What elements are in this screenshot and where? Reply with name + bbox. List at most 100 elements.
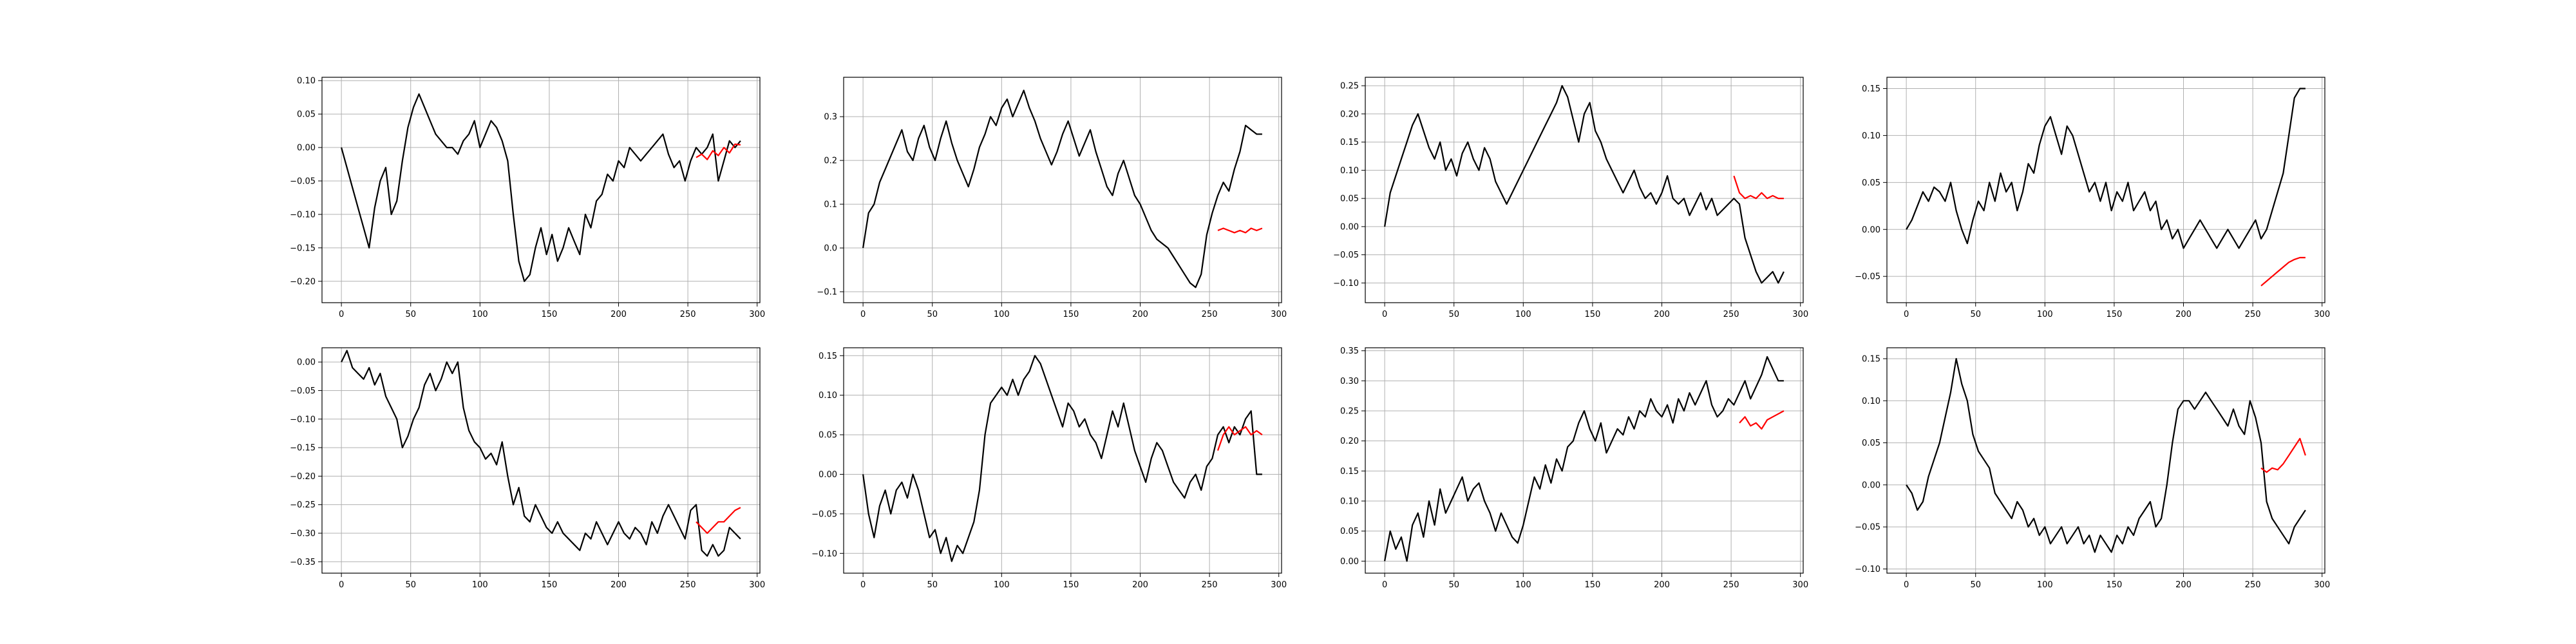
y-tick-label: 0.15 bbox=[1340, 138, 1359, 147]
x-tick-label: 250 bbox=[680, 310, 696, 319]
y-tick-label: −0.10 bbox=[1333, 279, 1359, 289]
x-tick-label: 0 bbox=[1382, 580, 1387, 590]
series-line-actual bbox=[1384, 355, 1784, 562]
x-tick-label: 200 bbox=[611, 580, 627, 590]
x-tick-label: 200 bbox=[1132, 310, 1148, 319]
y-tick-label: −0.15 bbox=[290, 243, 316, 253]
x-tick-label: 200 bbox=[2175, 310, 2192, 319]
y-tick-label: −0.05 bbox=[1855, 523, 1880, 533]
y-tick-label: −0.05 bbox=[811, 509, 837, 519]
y-tick-label: 0.05 bbox=[1340, 527, 1359, 536]
x-tick-label: 50 bbox=[927, 580, 938, 590]
x-tick-label: 50 bbox=[1970, 580, 1981, 590]
x-tick-label: 200 bbox=[1132, 580, 1148, 590]
x-tick-label: 150 bbox=[541, 580, 557, 590]
axes-frame bbox=[1365, 77, 1804, 303]
x-tick-label: 0 bbox=[860, 580, 866, 590]
x-tick-label: 0 bbox=[339, 580, 344, 590]
axes-frame bbox=[1886, 77, 2325, 303]
y-tick-label: 0.00 bbox=[1340, 557, 1359, 567]
x-tick-label: 200 bbox=[1654, 580, 1670, 590]
y-tick-label: 0.10 bbox=[297, 77, 316, 86]
x-tick-label: 150 bbox=[2106, 580, 2122, 590]
y-tick-label: 0.10 bbox=[1862, 397, 1880, 406]
y-tick-label: 0.25 bbox=[1340, 407, 1359, 417]
x-tick-label: 300 bbox=[1792, 580, 1808, 590]
y-tick-label: −0.20 bbox=[290, 472, 316, 482]
series-line-actual bbox=[1384, 85, 1785, 284]
series-line-forecast bbox=[696, 507, 741, 535]
series-line-actual bbox=[1906, 88, 2306, 249]
x-tick-label: 250 bbox=[2245, 580, 2261, 590]
y-tick-label: −0.10 bbox=[1855, 565, 1880, 574]
x-tick-label: 100 bbox=[1515, 310, 1531, 319]
y-tick-label: 0.15 bbox=[1862, 84, 1880, 94]
axes-frame bbox=[321, 77, 761, 303]
subplot-2: 0 50 100 150 200 250 300 −0.1 0.0 0.1 0.2 0.3 bbox=[817, 77, 1287, 319]
axes-frame bbox=[321, 347, 761, 574]
x-tick-label: 0 bbox=[1904, 310, 1909, 319]
y-tick-label: 0.1 bbox=[824, 200, 837, 210]
axes-frame bbox=[843, 347, 1282, 574]
x-tick-label: 300 bbox=[2314, 580, 2330, 590]
x-tick-label: 0 bbox=[1382, 310, 1387, 319]
x-tick-label: 100 bbox=[2037, 310, 2053, 319]
y-tick-label: −0.05 bbox=[1333, 251, 1359, 260]
x-tick-label: 50 bbox=[405, 310, 416, 319]
y-tick-label: 0.15 bbox=[1862, 354, 1880, 364]
y-tick-label: −0.10 bbox=[290, 415, 316, 424]
series-line-forecast bbox=[1739, 410, 1785, 430]
x-tick-label: 250 bbox=[2245, 310, 2261, 319]
series-line-actual bbox=[341, 93, 741, 282]
x-tick-label: 100 bbox=[472, 580, 488, 590]
y-tick-label: −0.10 bbox=[290, 210, 316, 220]
y-tick-label: −0.30 bbox=[290, 529, 316, 538]
x-tick-label: 150 bbox=[2106, 310, 2122, 319]
x-tick-label: 150 bbox=[1584, 310, 1600, 319]
y-tick-label: 0.00 bbox=[1862, 480, 1880, 490]
x-tick-label: 100 bbox=[994, 310, 1010, 319]
x-tick-label: 100 bbox=[994, 580, 1010, 590]
y-tick-label: −0.1 bbox=[817, 288, 837, 298]
x-tick-label: 0 bbox=[339, 310, 344, 319]
subplot-8: 0 50 100 150 200 250 300 −0.10 −0.05 0.00 0.05 0.10… bbox=[1855, 347, 2330, 590]
x-tick-label: 50 bbox=[927, 310, 938, 319]
x-tick-label: 250 bbox=[1723, 580, 1739, 590]
x-tick-label: 300 bbox=[749, 310, 765, 319]
y-tick-label: 0.3 bbox=[824, 113, 837, 122]
y-tick-label: −0.05 bbox=[290, 386, 316, 396]
y-tick-label: −0.35 bbox=[290, 558, 316, 567]
x-tick-label: 50 bbox=[405, 580, 416, 590]
y-tick-label: 0.05 bbox=[1862, 178, 1880, 188]
x-tick-label: 250 bbox=[1202, 580, 1218, 590]
x-tick-label: 300 bbox=[2314, 310, 2330, 319]
x-tick-label: 150 bbox=[541, 310, 557, 319]
y-tick-label: 0.10 bbox=[1340, 166, 1359, 176]
y-tick-label: 0.20 bbox=[1340, 109, 1359, 119]
series-line-forecast bbox=[1217, 426, 1263, 451]
x-tick-label: 50 bbox=[1448, 580, 1459, 590]
y-tick-label: 0.00 bbox=[297, 144, 316, 153]
series-line-forecast bbox=[2260, 437, 2306, 473]
x-tick-label: 0 bbox=[860, 310, 866, 319]
y-tick-label: 0.35 bbox=[1340, 346, 1359, 356]
y-tick-label: 0.25 bbox=[1340, 82, 1359, 91]
x-tick-label: 300 bbox=[749, 580, 765, 590]
subplot-7: 0 50 100 150 200 250 300 0.00 0.05 0.10 0.15 0.20 0.… bbox=[1340, 346, 1808, 590]
y-tick-label: 0.05 bbox=[1862, 439, 1880, 448]
y-tick-label: −0.05 bbox=[290, 176, 316, 186]
subplot-5: 0 50 100 150 200 250 300 −0.35 −0.30 −0.25 −0.20 −0… bbox=[290, 347, 765, 590]
axes-frame bbox=[1365, 347, 1804, 574]
y-tick-label: −0.10 bbox=[811, 549, 837, 559]
y-tick-label: 0.05 bbox=[819, 431, 837, 440]
y-tick-label: 0.15 bbox=[819, 352, 837, 361]
series-line-forecast bbox=[1733, 175, 1784, 200]
axes-frame bbox=[1886, 347, 2325, 574]
y-tick-label: −0.05 bbox=[1855, 272, 1880, 282]
y-tick-label: 0.20 bbox=[1340, 437, 1359, 446]
x-tick-label: 100 bbox=[2037, 580, 2053, 590]
x-tick-label: 150 bbox=[1063, 580, 1079, 590]
series-line-forecast bbox=[1217, 227, 1263, 234]
series-line-forecast bbox=[2260, 256, 2306, 287]
